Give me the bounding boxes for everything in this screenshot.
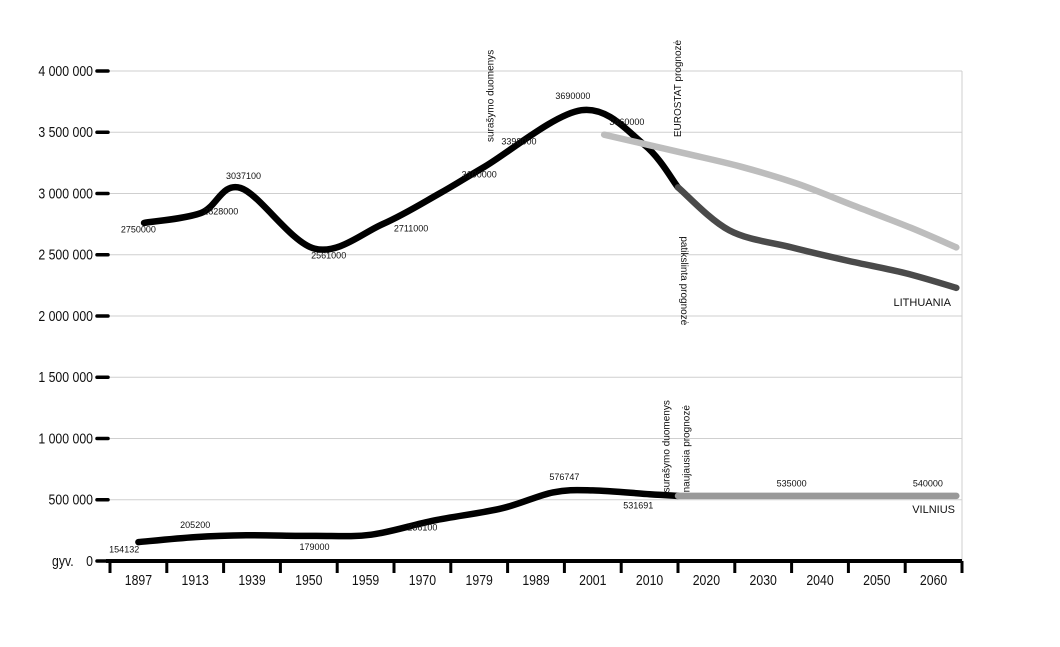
- y-tick-label: 1 500 000: [38, 369, 93, 385]
- y-tick-label: 2 000 000: [38, 308, 93, 324]
- x-tick-label: 2050: [863, 572, 891, 588]
- annotations: surašymo duomenys EUROSTAT prognozė patiks…: [485, 39, 955, 516]
- series-line: [674, 184, 960, 292]
- y-tick-label: 500 000: [49, 492, 94, 508]
- y-tick-label: 1 000 000: [38, 430, 93, 446]
- data-label: 535000: [777, 478, 807, 488]
- x-tick-label: 1979: [466, 572, 493, 588]
- data-label: 3398000: [501, 137, 536, 147]
- y-tick-label: 3 500 000: [38, 124, 93, 140]
- x-tick-label: 2060: [920, 572, 948, 588]
- x-tick-label: 1939: [238, 572, 265, 588]
- x-tick-label: 1970: [409, 572, 437, 588]
- y-unit-label: gyv.: [52, 553, 74, 569]
- y-tick-label: 3 000 000: [38, 185, 93, 201]
- x-tick-label: 2010: [636, 572, 664, 588]
- data-label: 540000: [913, 478, 943, 488]
- data-label: 205200: [180, 520, 210, 530]
- x-tick-label: 1897: [125, 572, 152, 588]
- series-line: [135, 486, 682, 546]
- y-tick-label: 0: [86, 553, 93, 569]
- data-label: 531691: [623, 500, 653, 510]
- x-tick-label: 2030: [750, 572, 778, 588]
- data-labels: 2750000 2828000 3037100 2561000 2711000 31000…: [109, 91, 943, 554]
- x-tick-label: 2040: [806, 572, 834, 588]
- x-tick-label: 1989: [522, 572, 549, 588]
- axes: 0 500 000 1 000 000 1 500 000 2 000 000 2 500…: [38, 63, 964, 588]
- x-tick-label: 1950: [295, 572, 323, 588]
- annotation-label: EUROSTAT prognozė: [673, 39, 684, 137]
- data-label: 2561000: [311, 250, 346, 260]
- x-tick-label: 1959: [352, 572, 379, 588]
- y-tick-label: 2 500 000: [38, 247, 93, 263]
- data-label: 576747: [549, 472, 579, 482]
- data-label: 179000: [299, 542, 329, 552]
- data-label: 3460000: [609, 117, 644, 127]
- annotation-label: surašymo duomenys: [661, 400, 672, 492]
- y-tick-label: 4 000 000: [38, 63, 93, 79]
- data-label: 3100000: [462, 170, 497, 180]
- data-label: 236100: [407, 522, 437, 532]
- series-line: [140, 106, 682, 253]
- series-lines: [135, 106, 960, 546]
- annotation-label: patikslinta prognozė: [678, 236, 689, 325]
- data-label: 2711000: [394, 223, 428, 233]
- series-name-label: LITHUANIA: [894, 297, 952, 309]
- data-label: 2828000: [203, 206, 238, 216]
- annotation-label: naujausia prognozė: [681, 405, 692, 493]
- annotation-label: surašymo duomenys: [485, 50, 496, 142]
- data-label: 3690000: [555, 91, 590, 101]
- series-line: [600, 131, 960, 251]
- x-tick-label: 1913: [182, 572, 210, 588]
- data-label: 154132: [109, 544, 139, 554]
- data-label: 3037100: [226, 171, 261, 181]
- data-label: 2750000: [121, 225, 156, 235]
- series-name-label: VILNIUS: [912, 504, 955, 516]
- x-tick-label: 2020: [693, 572, 721, 588]
- x-tick-label: 2001: [579, 572, 606, 588]
